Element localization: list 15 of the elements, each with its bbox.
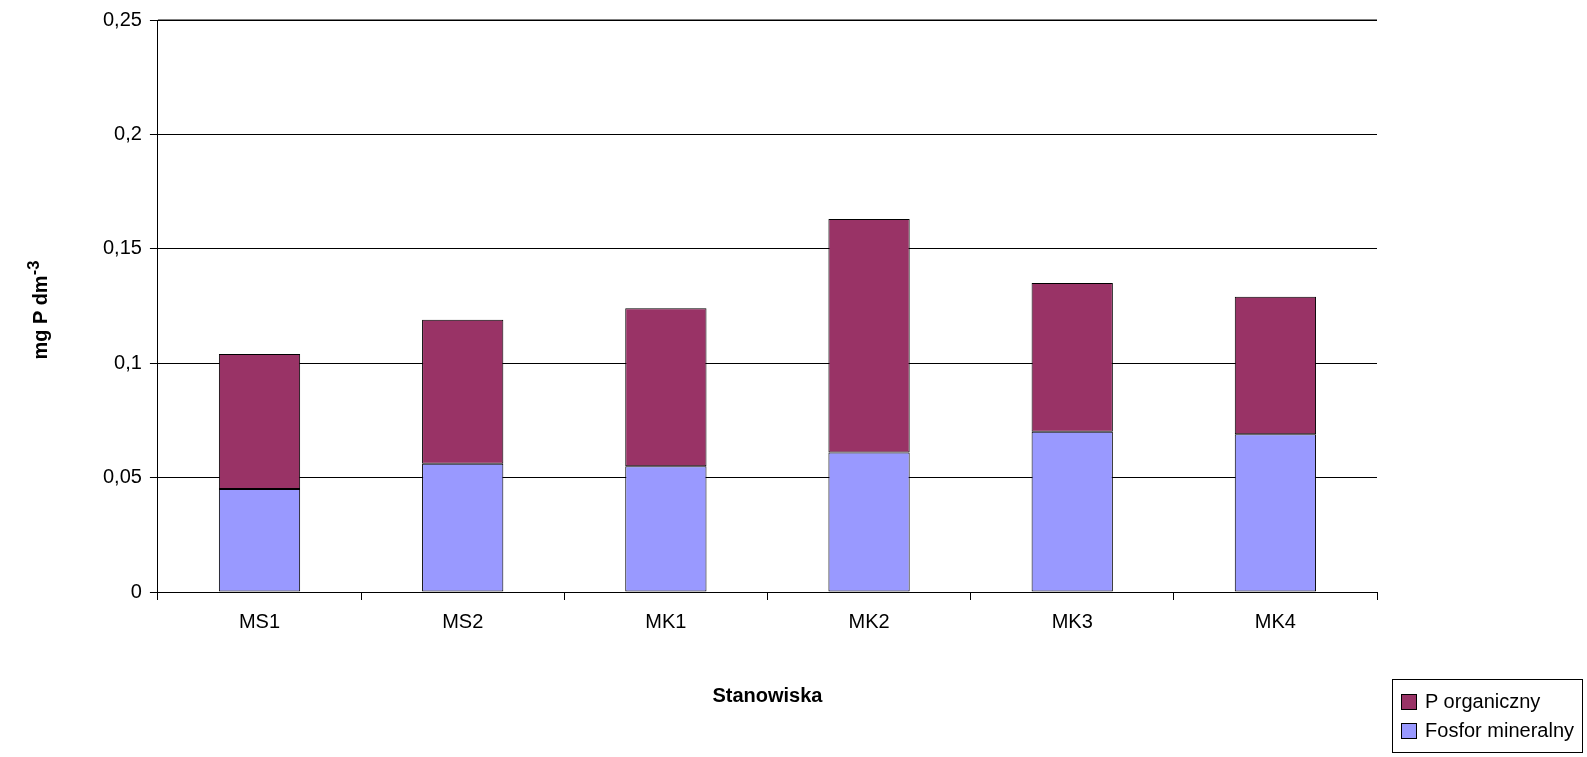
y-tick-label: 0,05 [102,465,142,488]
x-tick-label: MS1 [238,609,281,632]
x-tick-label: MK3 [1051,609,1093,632]
x-tick-label: MK4 [1254,609,1296,632]
y-tick-label: 0,15 [102,236,142,259]
y-tick-label: 0,2 [114,121,142,144]
x-axis-title: Stanowiska [712,683,824,706]
x-tick-label: MS2 [442,609,484,632]
y-tick-label: 0,25 [102,7,142,30]
x-tick-label: MK2 [848,609,890,632]
x-tick-label: MK1 [645,609,687,632]
legend-label: Fosfor mineralny [1425,719,1574,742]
y-tick-label: 0 [130,579,142,602]
y-tick-label: 0,1 [114,350,142,373]
legend-label: P organiczny [1425,690,1541,713]
